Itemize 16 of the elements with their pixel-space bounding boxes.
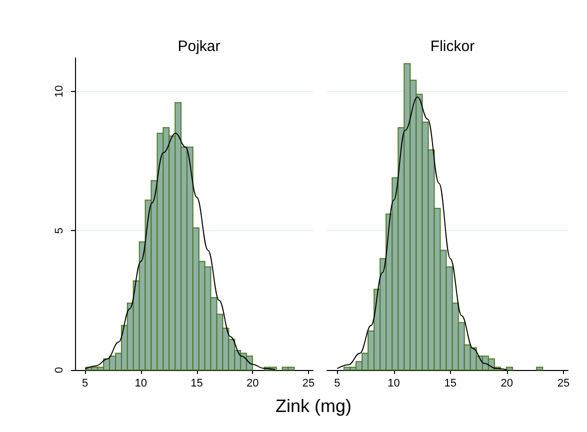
x-tick-label: 15 bbox=[190, 378, 203, 390]
y-tick-label: 0 bbox=[54, 366, 66, 374]
x-tick-label: 5 bbox=[334, 378, 340, 390]
y-tick-label: 5 bbox=[54, 228, 66, 234]
x-tick-label: 10 bbox=[134, 378, 148, 390]
x-tick-label: 20 bbox=[246, 378, 259, 390]
y-tick-label: 10 bbox=[54, 85, 66, 98]
x-tick-label: 15 bbox=[444, 378, 456, 390]
x-axis-title: Zink (mg) bbox=[274, 396, 352, 417]
chart-title: Pojkar bbox=[178, 38, 220, 55]
chart-title: Flickor bbox=[430, 38, 475, 55]
x-tick-label: 20 bbox=[500, 378, 514, 390]
x-tick-label: 10 bbox=[388, 378, 400, 390]
x-tick-label: 5 bbox=[82, 378, 88, 390]
x-tick-label: 25 bbox=[557, 378, 570, 390]
x-tick-label: 25 bbox=[302, 378, 315, 390]
